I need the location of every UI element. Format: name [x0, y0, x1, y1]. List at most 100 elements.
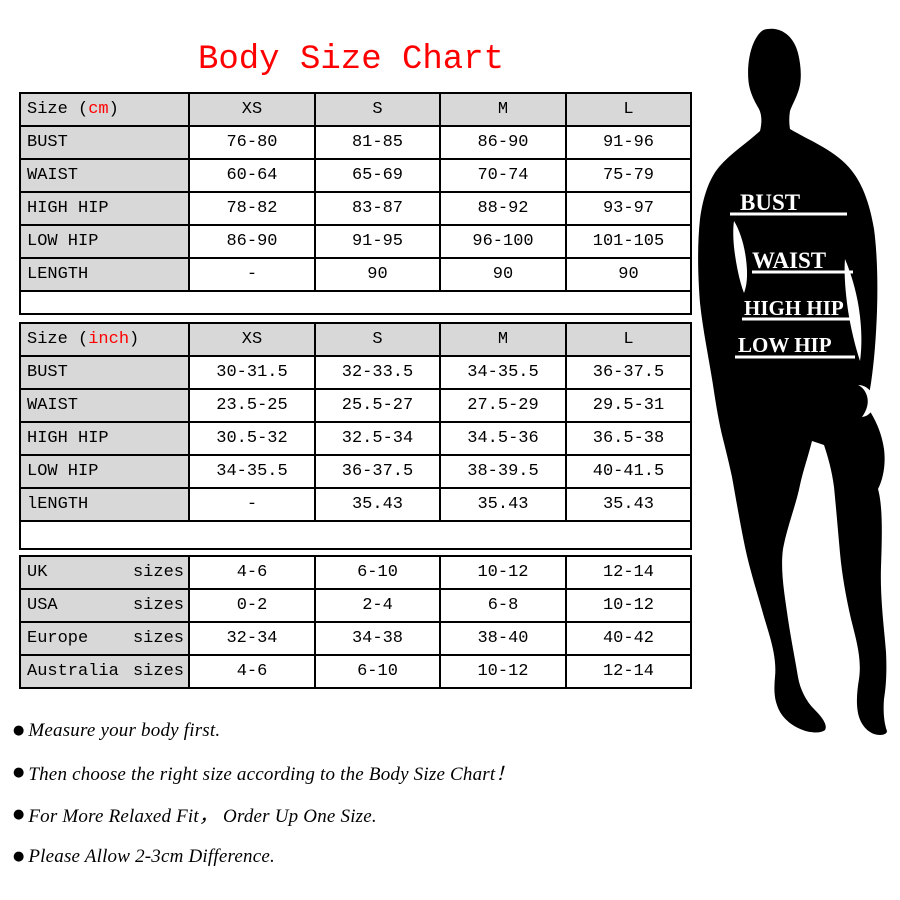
cell-value: 4-6	[188, 555, 316, 590]
cell-value: 90	[565, 257, 692, 292]
table-row: UK sizes 4-6 6-10 10-12 12-14	[19, 555, 692, 590]
region-name: Australia	[27, 662, 119, 681]
cell-value: 76-80	[188, 125, 316, 160]
table-row: LOW HIP 34-35.5 36-37.5 38-39.5 40-41.5	[19, 454, 692, 489]
row-label-uk-sizes: UK sizes	[19, 555, 190, 590]
bullet-icon: ●	[13, 849, 25, 864]
figure-label-low-hip: LOW HIP	[738, 333, 832, 357]
col-header-s: S	[314, 322, 441, 357]
cell-value: 23.5-25	[188, 388, 316, 423]
cell-value: -	[188, 487, 316, 522]
cell-value: 38-39.5	[439, 454, 567, 489]
table-row: USA sizes 0-2 2-4 6-8 10-12	[19, 588, 692, 623]
col-header-s: S	[314, 92, 441, 127]
region-size-table: UK sizes 4-6 6-10 10-12 12-14 USA sizes 0-…	[19, 555, 692, 689]
table-row: WAIST 23.5-25 25.5-27 27.5-29 29.5-31	[19, 388, 692, 423]
row-label: BUST	[19, 125, 190, 160]
cell-value: 4-6	[188, 654, 316, 689]
cell-value: 101-105	[565, 224, 692, 259]
cell-value: 36-37.5	[565, 355, 692, 390]
bullet-icon: ●	[13, 765, 25, 780]
cell-value: -	[188, 257, 316, 292]
cell-value: 34-38	[314, 621, 441, 656]
size-label-suffix: )	[108, 100, 119, 119]
note-item: ● Measure your body first.	[13, 719, 515, 742]
note-text: Please Allow 2-3cm Difference.	[28, 845, 275, 867]
table-row: HIGH HIP 78-82 83-87 88-92 93-97	[19, 191, 692, 226]
empty-spacer-row	[19, 290, 692, 315]
col-header-xs: XS	[188, 92, 316, 127]
cell-value: 34-35.5	[439, 355, 567, 390]
size-cm-header-cell: Size (cm)	[19, 92, 190, 127]
cell-value: 29.5-31	[565, 388, 692, 423]
table-header-row: Size (inch) XS S M L	[19, 322, 692, 357]
note-text: Measure your body first.	[28, 719, 221, 741]
row-label: WAIST	[19, 158, 190, 193]
table-row: Europe sizes 32-34 34-38 38-40 40-42	[19, 621, 692, 656]
cell-value: 0-2	[188, 588, 316, 623]
row-label: LOW HIP	[19, 224, 190, 259]
size-inch-header-cell: Size (inch)	[19, 322, 190, 357]
table-row: BUST 76-80 81-85 86-90 91-96	[19, 125, 692, 160]
woman-silhouette-icon: BUST WAIST HIGH HIP LOW HIP	[698, 28, 887, 736]
cell-value: 60-64	[188, 158, 316, 193]
size-label-prefix: Size (	[27, 100, 89, 119]
cell-value: 32-34	[188, 621, 316, 656]
figure-label-waist: WAIST	[752, 248, 826, 273]
cell-value: 90	[439, 257, 567, 292]
row-label: HIGH HIP	[19, 421, 190, 456]
cell-value: 30-31.5	[188, 355, 316, 390]
table-row: Australia sizes 4-6 6-10 10-12 12-14	[19, 654, 692, 689]
cell-value: 93-97	[565, 191, 692, 226]
cell-value: 35.43	[565, 487, 692, 522]
cell-value: 81-85	[314, 125, 441, 160]
cell-value: 2-4	[314, 588, 441, 623]
row-label: LOW HIP	[19, 454, 190, 489]
cell-value: 88-92	[439, 191, 567, 226]
sizes-word: sizes	[132, 563, 184, 582]
region-name: Europe	[27, 629, 89, 648]
col-header-l: L	[565, 322, 692, 357]
cell-value: 12-14	[565, 654, 692, 689]
size-label-suffix: )	[129, 330, 140, 349]
empty-spacer-row	[19, 520, 692, 550]
row-label: WAIST	[19, 388, 190, 423]
cell-value: 6-10	[314, 654, 441, 689]
cell-value: 30.5-32	[188, 421, 316, 456]
row-label: HIGH HIP	[19, 191, 190, 226]
cell-value: 10-12	[439, 654, 567, 689]
cell-value: 27.5-29	[439, 388, 567, 423]
empty-cell	[19, 290, 692, 315]
table-row: LENGTH - 90 90 90	[19, 257, 692, 292]
cell-value: 36.5-38	[565, 421, 692, 456]
cell-value: 12-14	[565, 555, 692, 590]
size-table-cm: Size (cm) XS S M L BUST 76-80 81-85 86-9…	[19, 92, 692, 315]
note-text: For More Relaxed Fit， Order Up One Size.	[28, 806, 377, 827]
cell-value: 90	[314, 257, 441, 292]
cell-value: 40-41.5	[565, 454, 692, 489]
cell-value: 25.5-27	[314, 388, 441, 423]
cell-value: 32-33.5	[314, 355, 441, 390]
col-header-xs: XS	[188, 322, 316, 357]
cell-value: 6-8	[439, 588, 567, 623]
cell-value: 65-69	[314, 158, 441, 193]
figure-label-bust: BUST	[740, 190, 800, 215]
size-label-prefix: Size (	[27, 330, 89, 349]
sizes-word: sizes	[132, 662, 184, 681]
silhouette-body-shape	[698, 28, 887, 736]
cell-value: 34.5-36	[439, 421, 567, 456]
table-row: lENGTH - 35.43 35.43 35.43	[19, 487, 692, 522]
region-name: USA	[27, 596, 58, 615]
cell-value: 35.43	[314, 487, 441, 522]
row-label: LENGTH	[19, 257, 190, 292]
cell-value: 40-42	[565, 621, 692, 656]
table-row: HIGH HIP 30.5-32 32.5-34 34.5-36 36.5-38	[19, 421, 692, 456]
cell-value: 32.5-34	[314, 421, 441, 456]
cell-value: 83-87	[314, 191, 441, 226]
note-item: ● For More Relaxed Fit， Order Up One Siz…	[13, 803, 515, 827]
cell-value: 96-100	[439, 224, 567, 259]
bullet-icon: ●	[13, 723, 25, 738]
cell-value: 38-40	[439, 621, 567, 656]
sizes-word: sizes	[132, 629, 184, 648]
